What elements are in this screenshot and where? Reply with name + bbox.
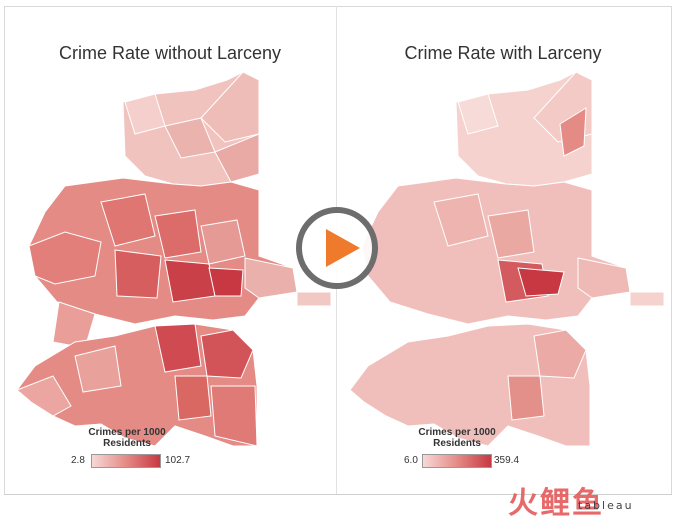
map-region[interactable] [559,107,587,157]
legend-min-value: 6.0 [404,455,418,466]
map-region[interactable] [74,345,122,393]
map-region[interactable] [210,385,258,447]
legend-title-line1: Crimes per 1000 [418,427,496,438]
play-button[interactable] [296,207,378,289]
map-region[interactable] [629,291,665,307]
play-icon [326,229,360,267]
map-region[interactable] [200,219,246,265]
map-region[interactable] [16,375,72,417]
footer-divider [4,494,672,495]
choropleth-map-without-larceny[interactable] [5,6,335,493]
tableau-logo: tableau [578,499,634,512]
legend-max-value: 359.4 [494,455,520,466]
map-region[interactable] [174,375,212,421]
choropleth-map-with-larceny[interactable] [338,6,668,493]
legend-title: Crimes per 1000 Residents [402,427,512,449]
map-region[interactable] [533,329,587,379]
map-region[interactable] [577,257,631,299]
legend-title-line2: Residents [433,438,481,449]
map-region[interactable] [433,193,489,247]
map-region[interactable] [507,375,545,421]
map-region[interactable] [28,231,102,285]
legend-max-value: 102.7 [165,455,191,466]
map-title: Crime Rate with Larceny [404,43,602,63]
map-title: Crime Rate without Larceny [58,43,282,63]
map-region[interactable] [487,209,535,259]
legend-title-line1: Crimes per 1000 [88,427,166,438]
legend-color-ramp [91,454,161,468]
map-region[interactable] [154,323,202,373]
map-region[interactable] [114,249,162,299]
map-region[interactable] [214,133,260,183]
map-region[interactable] [296,291,332,307]
map-region[interactable] [154,209,202,259]
map-region[interactable] [100,193,156,247]
legend-title-line2: Residents [103,438,151,449]
map-panel-without-larceny: Crime Rate without Larceny [5,6,335,493]
map-region[interactable] [244,257,298,299]
map-panel-with-larceny: Crime Rate with Larceny Crimes per 1000 … [338,6,668,493]
map-region[interactable] [164,259,216,303]
legend-min-value: 2.8 [71,455,85,466]
map-region[interactable] [517,267,565,297]
map-region[interactable] [200,329,254,379]
watermark-logo: 火鲤鱼 [508,486,604,521]
legend-title: Crimes per 1000 Residents [72,427,182,449]
map-region[interactable] [457,93,499,135]
legend-color-ramp [422,454,492,468]
map-region[interactable] [208,267,244,297]
map-region[interactable] [200,71,260,143]
